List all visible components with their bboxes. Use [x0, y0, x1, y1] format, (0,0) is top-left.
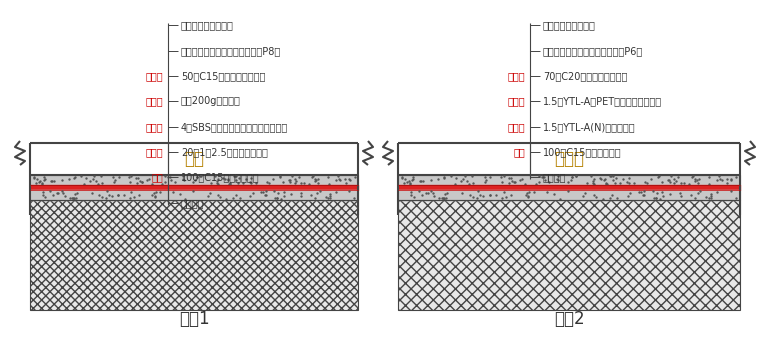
Text: 保护层: 保护层 — [145, 71, 163, 81]
Text: 花铺200g油毡一道: 花铺200g油毡一道 — [181, 96, 241, 106]
Text: 防水层: 防水层 — [508, 96, 525, 106]
Text: 找平层: 找平层 — [145, 147, 163, 157]
Text: 垫层: 垫层 — [151, 172, 163, 183]
Text: 防水层: 防水层 — [508, 122, 525, 132]
Text: 100厚C15素混凝土垫层: 100厚C15素混凝土垫层 — [543, 147, 622, 157]
Text: 素土夯实: 素土夯实 — [543, 172, 566, 183]
Text: 20厚1：2.5水泥砂浆找平层: 20厚1：2.5水泥砂浆找平层 — [181, 147, 268, 157]
Text: 100厚C15素混凝土垫层: 100厚C15素混凝土垫层 — [181, 172, 260, 183]
Text: 地面（见工程做法）: 地面（见工程做法） — [543, 20, 596, 30]
Text: 50厚C15细石混凝土保护层: 50厚C15细石混凝土保护层 — [181, 71, 265, 81]
Text: 1.5厚YTL-A（PET）自粘卷材防水层: 1.5厚YTL-A（PET）自粘卷材防水层 — [543, 96, 662, 106]
Text: 隔离层: 隔离层 — [145, 96, 163, 106]
Text: 做法1: 做法1 — [179, 310, 209, 328]
Text: 素土夯实: 素土夯实 — [181, 198, 204, 208]
Text: 地面（见工程做法）: 地面（见工程做法） — [181, 20, 234, 30]
Bar — [398, 200, 740, 310]
Text: 防水层: 防水层 — [145, 122, 163, 132]
Text: 1.5厚YTL-A(N)卷材防水层: 1.5厚YTL-A(N)卷材防水层 — [543, 122, 635, 132]
Text: 4厚SBS改性沥青防水卷材（聚酯胎）: 4厚SBS改性沥青防水卷材（聚酯胎） — [181, 122, 288, 132]
Text: 做法2: 做法2 — [554, 310, 584, 328]
Text: 抗渗钢筋混凝土底板（抗渗等级P6）: 抗渗钢筋混凝土底板（抗渗等级P6） — [543, 46, 643, 56]
Text: 保护层: 保护层 — [508, 71, 525, 81]
Text: 垫层: 垫层 — [513, 147, 525, 157]
Bar — [30, 200, 358, 310]
Text: 筏板: 筏板 — [184, 150, 204, 168]
Text: 70厚C20细石混凝土保护层: 70厚C20细石混凝土保护层 — [543, 71, 627, 81]
Text: 止水板: 止水板 — [554, 150, 584, 168]
Text: 抗渗钢筋混凝土底板（抗渗等级P8）: 抗渗钢筋混凝土底板（抗渗等级P8） — [181, 46, 281, 56]
